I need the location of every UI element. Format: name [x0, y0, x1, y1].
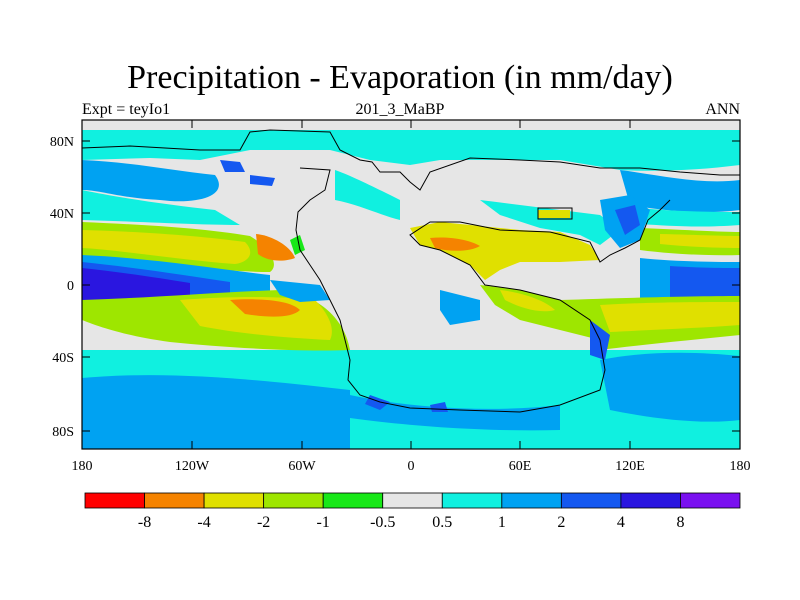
- colorbar-swatch: [203, 492, 265, 509]
- y-tick-label-0: 0: [67, 279, 74, 294]
- y-labels: 80N 40N 0 40S 80S: [50, 135, 74, 440]
- x-tick-label-60w: 60W: [288, 459, 316, 474]
- field-northern-band: [82, 130, 740, 171]
- colorbar-level-label: -0.5: [370, 514, 395, 531]
- period-label: 201_3_MaBP: [355, 101, 445, 118]
- colorbar-swatch: [322, 492, 384, 509]
- colorbar-level-label: -4: [197, 514, 210, 531]
- y-tick-label-80n: 80N: [50, 135, 74, 150]
- x-tick-label-120e: 120E: [615, 459, 645, 474]
- colorbar-level-label: 1: [498, 514, 506, 531]
- y-ticks: [82, 140, 740, 432]
- colorbar-level-label: 4: [617, 514, 625, 531]
- colorbar: [84, 492, 741, 509]
- colorbar-swatch: [560, 492, 622, 509]
- colorbar-level-label: -8: [138, 514, 151, 531]
- field-north-pacific-blue: [82, 160, 219, 202]
- colorbar-swatch: [441, 492, 503, 509]
- x-ticks: [81, 120, 741, 449]
- colorbar-swatch: [144, 492, 205, 509]
- map-title: Precipitation - Evaporation (in mm/day): [127, 59, 673, 96]
- colorbar-level-label: -2: [257, 514, 270, 531]
- y-tick-label-40n: 40N: [50, 207, 74, 222]
- x-tick-label-0: 0: [408, 459, 415, 474]
- y-tick-label-80s: 80S: [52, 425, 74, 440]
- coastlines: [82, 129, 740, 413]
- experiment-label: Expt = teyIo1: [82, 101, 171, 118]
- y-tick-label-40s: 40S: [52, 351, 74, 366]
- season-label: ANN: [705, 101, 740, 118]
- field-layer: [82, 120, 740, 449]
- colorbar-swatch: [382, 492, 443, 509]
- colorbar-level-label: 2: [557, 514, 565, 531]
- x-tick-label-60e: 60E: [509, 459, 532, 474]
- colorbar-swatch: [84, 492, 145, 509]
- colorbar-level-label: 0.5: [432, 514, 452, 531]
- x-tick-label-120w: 120W: [175, 459, 210, 474]
- colorbar-labels: -8 -4 -2 -1 -0.5 0.5 1 2 4 8: [138, 514, 685, 531]
- colorbar-swatch: [680, 492, 741, 509]
- x-labels: 180 120W 60W 0 60E 120E 180: [72, 459, 751, 474]
- x-tick-label-180w: 180: [72, 459, 93, 474]
- colorbar-level-label: 8: [676, 514, 684, 531]
- field-continent-dry: [410, 222, 600, 280]
- colorbar-swatch: [501, 492, 562, 509]
- colorbar-level-label: -1: [317, 514, 330, 531]
- x-tick-label-180e: 180: [730, 459, 751, 474]
- colorbar-swatch: [620, 492, 681, 509]
- colorbar-swatch: [263, 492, 324, 509]
- field-southern-indian-blue: [600, 352, 740, 422]
